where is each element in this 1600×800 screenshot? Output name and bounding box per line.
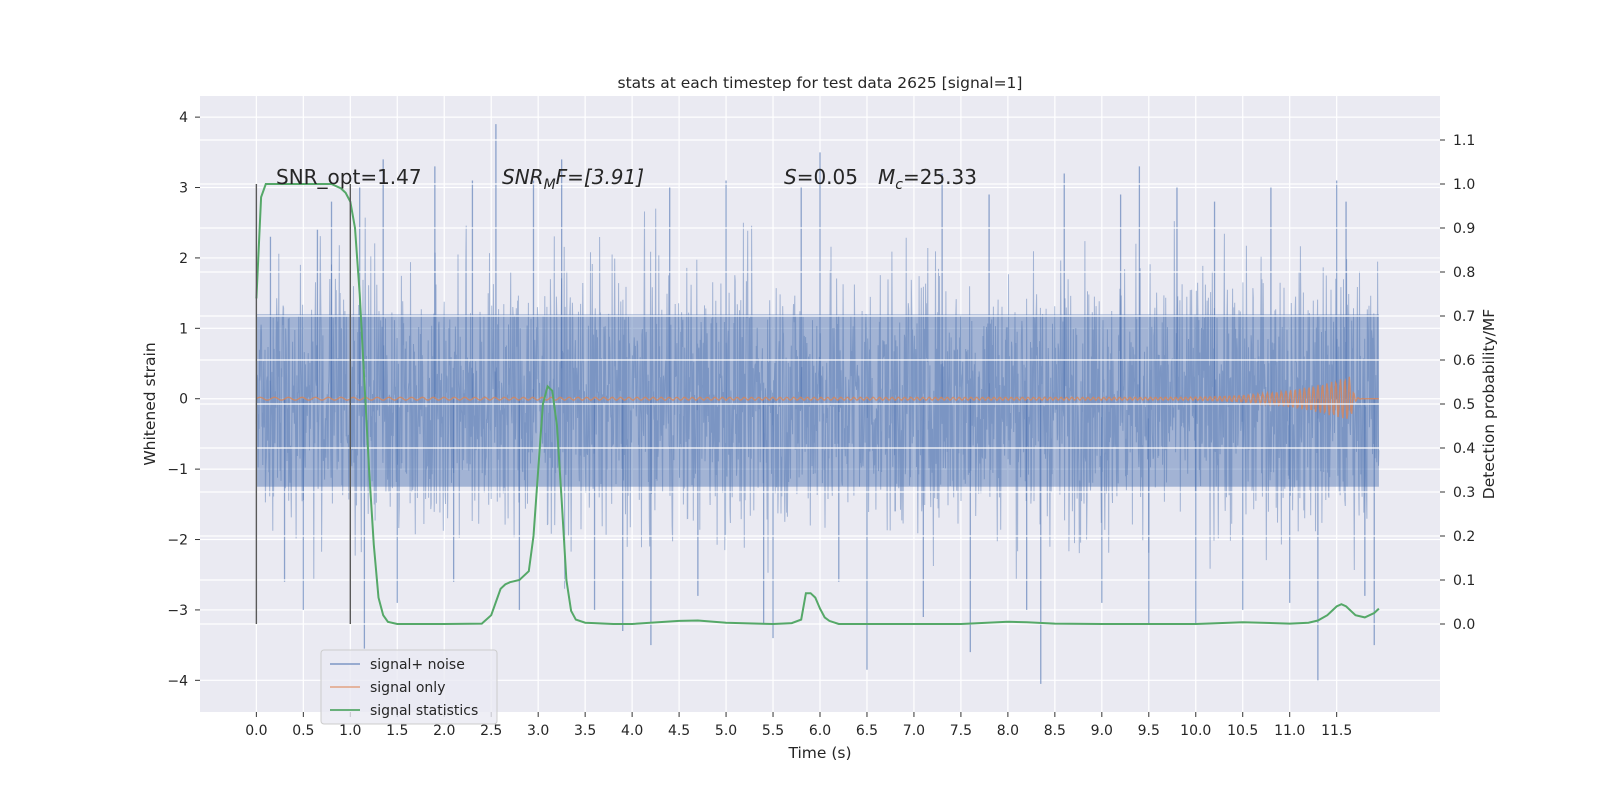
x-axis-ticks: 0.0 0.5 1.0 1.5 2.0 2.5 3.0 3.5 4.0 4.5 5.0 5.5 6.0 6… (245, 712, 1352, 739)
y-axis-ticks: 4 3 2 1 0 −1 −2 −3 −4 (167, 110, 200, 689)
x-tick-label: 3.5 (574, 723, 596, 739)
annotation-mc-number: =25.33 (903, 165, 977, 189)
right-axis-tick-label: 0.0 (1453, 617, 1475, 633)
x-tick-label: 8.0 (997, 723, 1019, 739)
x-tick-label: 11.0 (1274, 723, 1305, 739)
signal-only-trace (256, 376, 1379, 419)
annotation-s-symbol: S (784, 165, 797, 189)
right-axis-tick-label: 0.1 (1453, 573, 1475, 589)
right-axis-tick-label: 0.3 (1453, 485, 1475, 501)
right-axis-tick-label: 0.8 (1453, 265, 1475, 281)
y-tick-label: 0 (179, 392, 188, 408)
x-tick-label: 11.5 (1321, 723, 1352, 739)
y-tick-label: 1 (179, 321, 188, 337)
right-axis-tick-label: 0.6 (1453, 353, 1475, 369)
x-tick-label: 10.5 (1227, 723, 1258, 739)
x-tick-label: 7.5 (950, 723, 972, 739)
x-tick-label: 5.0 (715, 723, 737, 739)
x-tick-label: 9.0 (1091, 723, 1113, 739)
x-tick-label: 7.0 (903, 723, 925, 739)
x-tick-label: 1.0 (339, 723, 361, 739)
annotation-mc-subscript: c (895, 177, 903, 193)
x-tick-label: 2.5 (480, 723, 502, 739)
x-tick-label: 2.0 (433, 723, 455, 739)
annotation-mc-value: Mc=25.33 (878, 165, 977, 193)
y-tick-label: −3 (167, 603, 188, 619)
right-axis-tick-label: 0.4 (1453, 441, 1475, 457)
y-tick-label: −1 (167, 462, 188, 478)
right-axis-tick-label: 0.9 (1453, 221, 1475, 237)
signal-statistics-series (255, 183, 1380, 626)
x-tick-label: 3.0 (527, 723, 549, 739)
y-tick-label: −2 (167, 533, 188, 549)
x-tick-label: 9.5 (1138, 723, 1160, 739)
legend-box (320, 649, 498, 725)
legend: signal+ noise signal only signal statist… (320, 649, 498, 725)
right-axis-label: Detection probability/MF (1480, 309, 1498, 500)
right-axis-tick-label: 0.5 (1453, 397, 1475, 413)
annotation-snr-mf-subscript: M (544, 177, 556, 193)
x-tick-label: 0.5 (292, 723, 314, 739)
y-tick-label: 3 (179, 181, 188, 197)
y-tick-label: −4 (167, 673, 188, 689)
window-markers (255, 184, 352, 624)
x-tick-label: 5.5 (762, 723, 784, 739)
right-axis-tick-label: 1.0 (1453, 177, 1475, 193)
y-tick-label: 4 (179, 110, 188, 126)
annotation-snr-mf-value: F=[3.91] (556, 165, 644, 189)
annotation-mc-symbol: M (878, 165, 895, 189)
right-axis-tick-label: 0.2 (1453, 529, 1475, 545)
annotation-s-value: S=0.05 (784, 165, 858, 189)
right-axis-tick-label: 0.7 (1453, 309, 1475, 325)
x-tick-label: 8.5 (1044, 723, 1066, 739)
x-tick-label: 6.5 (856, 723, 878, 739)
x-tick-label: 0.0 (245, 723, 267, 739)
annotation-s-number: =0.05 (797, 165, 858, 189)
signal-statistics-line (255, 183, 1380, 626)
legend-label-signal-only: signal only (370, 680, 445, 696)
annotation-snr-mf-symbol: SNR (502, 165, 544, 189)
y-axis-label: Whitened strain (141, 342, 159, 465)
right-axis-ticks: 1.1 1.0 0.9 0.8 0.7 0.6 0.5 0.4 0.3 0.2 0.1 0.0 (1440, 133, 1475, 633)
noise-trace (255, 208, 1380, 589)
x-tick-label: 1.5 (386, 723, 408, 739)
x-tick-label: 4.5 (668, 723, 690, 739)
annotation-snr-opt: SNR_opt=1.47 (276, 165, 422, 189)
chart-title: stats at each timestep for test data 262… (618, 74, 1023, 92)
legend-label-signal-noise: signal+ noise (370, 657, 465, 673)
y-tick-label: 2 (179, 251, 188, 267)
legend-label-signal-statistics: signal statistics (370, 703, 478, 719)
x-axis-label: Time (s) (787, 744, 851, 762)
x-tick-label: 10.0 (1180, 723, 1211, 739)
x-tick-label: 4.0 (621, 723, 643, 739)
right-axis-tick-label: 1.1 (1453, 133, 1475, 149)
signal-only-series (256, 376, 1379, 419)
annotation-snr-mf: SNRMF=[3.91] (502, 165, 644, 193)
x-tick-label: 6.0 (809, 723, 831, 739)
